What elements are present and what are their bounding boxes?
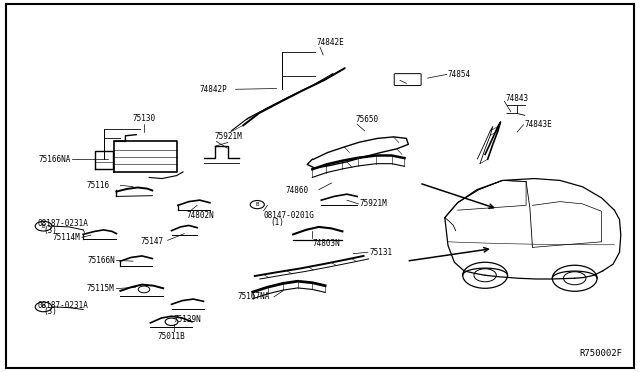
- Text: 74803N: 74803N: [312, 239, 340, 248]
- Text: 75166N: 75166N: [88, 256, 115, 265]
- Text: (3): (3): [44, 307, 58, 316]
- Text: 74854: 74854: [448, 70, 471, 79]
- Text: B: B: [255, 202, 259, 207]
- Text: 08187-0231A: 08187-0231A: [37, 301, 88, 310]
- Text: 74842P: 74842P: [200, 85, 227, 94]
- Text: 75167NA: 75167NA: [237, 292, 270, 301]
- Text: B: B: [42, 304, 45, 310]
- Text: 74842E: 74842E: [317, 38, 344, 46]
- Text: (1): (1): [270, 218, 284, 227]
- Text: 74843E: 74843E: [525, 120, 552, 129]
- Text: 75147: 75147: [140, 237, 163, 246]
- Text: 75166NA: 75166NA: [38, 155, 70, 164]
- Text: 75921M: 75921M: [214, 132, 242, 141]
- Text: 74843: 74843: [506, 94, 529, 103]
- Text: 75130: 75130: [132, 114, 156, 123]
- Text: 75115M: 75115M: [86, 284, 114, 293]
- Text: 75011B: 75011B: [157, 332, 186, 341]
- Text: B: B: [42, 224, 45, 229]
- Text: 08187-0231A: 08187-0231A: [37, 219, 88, 228]
- Text: 75921M: 75921M: [360, 199, 387, 208]
- Text: 74802N: 74802N: [187, 211, 214, 220]
- Text: 08147-0201G: 08147-0201G: [264, 211, 314, 220]
- Text: 75114M: 75114M: [52, 233, 80, 242]
- Text: R750002F: R750002F: [579, 349, 622, 358]
- Text: 75139N: 75139N: [173, 315, 201, 324]
- Text: 75116: 75116: [87, 181, 110, 190]
- Text: (3): (3): [44, 226, 58, 235]
- Text: 74860: 74860: [285, 186, 308, 195]
- Text: 75131: 75131: [370, 248, 393, 257]
- Text: 75650: 75650: [355, 115, 378, 124]
